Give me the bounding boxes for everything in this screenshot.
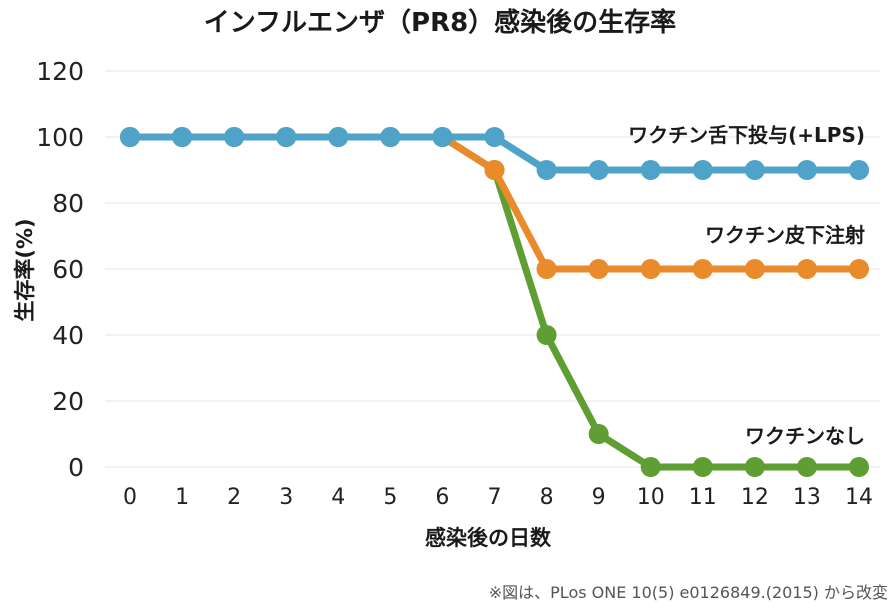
data-point <box>536 160 557 180</box>
data-point <box>484 160 505 180</box>
y-tick-label: 60 <box>52 255 84 284</box>
data-point <box>588 160 609 180</box>
data-point <box>536 325 557 345</box>
data-point <box>172 127 193 147</box>
y-tick-labels: 0 20 40 60 80 100 120 <box>36 57 84 482</box>
x-tick-label: 12 <box>741 485 769 510</box>
data-point <box>744 259 765 279</box>
x-tick-label: 14 <box>845 485 873 510</box>
data-point <box>744 457 765 477</box>
y-tick-label: 80 <box>52 189 84 218</box>
series-line <box>126 133 863 471</box>
data-point <box>536 259 557 279</box>
series-label-no-vaccine: ワクチンなし <box>745 424 865 448</box>
x-tick-label: 13 <box>793 485 821 510</box>
y-axis-label: 生存率(%) <box>13 218 37 321</box>
data-point <box>796 457 817 477</box>
data-point <box>692 457 713 477</box>
x-tick-label: 0 <box>123 485 137 510</box>
source-note: ※図は、PLos ONE 10(5) e0126849.(2015) から改変 <box>489 583 888 602</box>
x-tick-labels: 0 1 2 3 4 5 6 7 8 9 10 11 12 13 14 <box>123 485 873 510</box>
series-2 <box>120 127 869 180</box>
data-point <box>120 127 140 147</box>
data-point <box>796 259 817 279</box>
chart-title: インフルエンザ（PR8）感染後の生存率 <box>204 7 676 38</box>
x-tick-label: 1 <box>175 485 189 510</box>
y-tick-label: 0 <box>68 453 84 482</box>
data-point <box>849 160 869 180</box>
x-tick-label: 6 <box>435 485 449 510</box>
data-point <box>640 259 661 279</box>
data-series <box>120 127 869 477</box>
series-label-sublingual: ワクチン舌下投与(+LPS) <box>628 123 865 147</box>
data-point <box>328 127 349 147</box>
data-point <box>640 160 661 180</box>
data-point <box>640 457 661 477</box>
data-point <box>796 160 817 180</box>
data-point <box>276 127 297 147</box>
data-point <box>849 259 869 279</box>
x-tick-label: 9 <box>592 485 606 510</box>
y-tick-label: 100 <box>36 123 84 152</box>
x-tick-label: 4 <box>331 485 345 510</box>
x-tick-label: 2 <box>227 485 241 510</box>
y-tick-label: 20 <box>52 387 84 416</box>
x-axis-label: 感染後の日数 <box>425 526 552 550</box>
data-point <box>849 457 869 477</box>
data-point <box>692 160 713 180</box>
data-point <box>432 127 453 147</box>
x-tick-label: 11 <box>689 485 717 510</box>
series-label-subcutaneous: ワクチン皮下注射 <box>705 223 865 247</box>
data-point <box>484 127 505 147</box>
data-point <box>380 127 401 147</box>
y-tick-label: 120 <box>36 57 84 86</box>
x-tick-label: 7 <box>488 485 502 510</box>
data-point <box>744 160 765 180</box>
y-tick-label: 40 <box>52 321 84 350</box>
data-point <box>224 127 245 147</box>
x-tick-label: 3 <box>279 485 293 510</box>
data-point <box>692 259 713 279</box>
x-tick-label: 10 <box>637 485 665 510</box>
x-tick-label: 5 <box>383 485 397 510</box>
data-point <box>588 259 609 279</box>
x-tick-label: 8 <box>540 485 554 510</box>
data-point <box>588 424 609 444</box>
